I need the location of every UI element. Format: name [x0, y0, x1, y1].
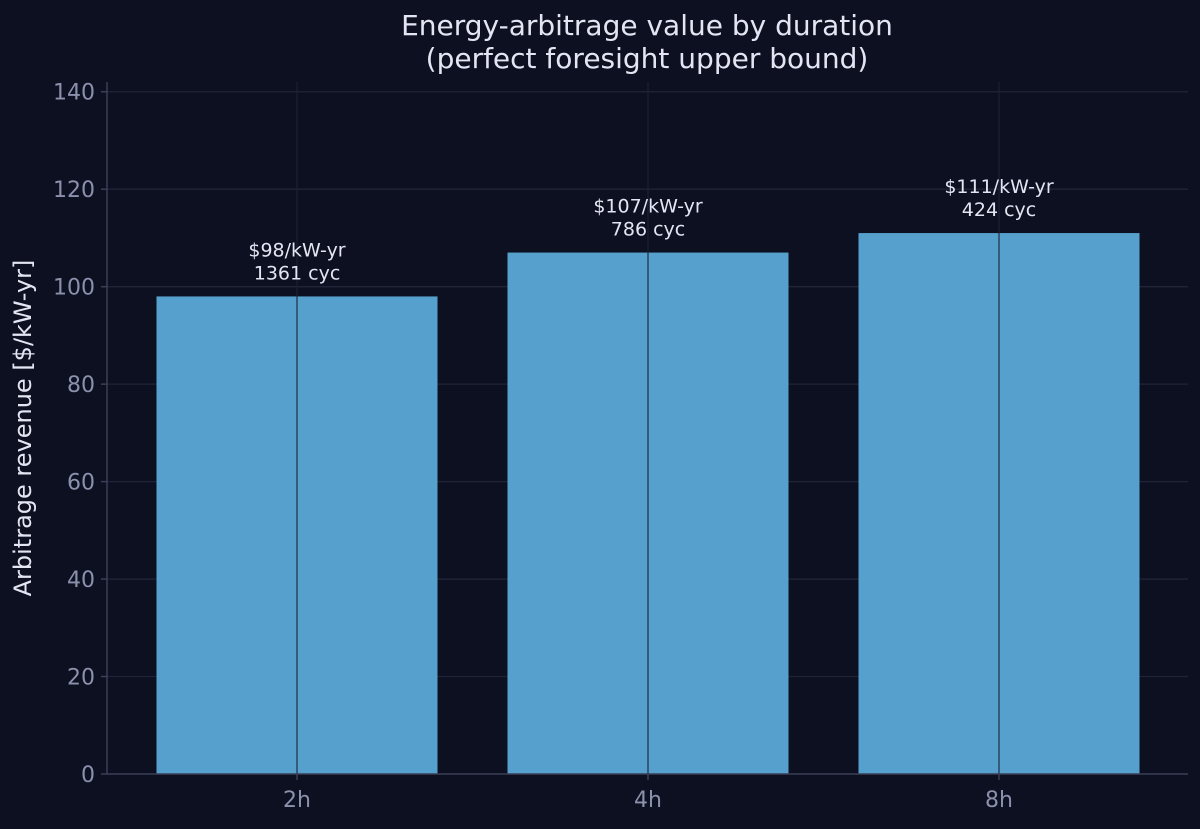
x-tick-label: 2h — [283, 788, 311, 813]
data-label-cycles: 424 cyc — [962, 199, 1036, 221]
axes-layer — [101, 82, 1188, 780]
x-tick-label: 8h — [985, 788, 1013, 813]
y-tick-label: 40 — [67, 568, 95, 593]
y-tick-label: 100 — [53, 276, 95, 301]
chart-title-line-1: Energy-arbitrage value by duration — [401, 9, 893, 42]
chart-title-line-2: (perfect foresight upper bound) — [426, 42, 869, 75]
data-label-value: $111/kW-yr — [944, 176, 1054, 198]
x-tick-label: 4h — [634, 788, 662, 813]
data-label-value: $107/kW-yr — [593, 196, 703, 218]
y-tick-label: 20 — [67, 666, 95, 691]
y-tick-label: 60 — [67, 471, 95, 496]
y-tick-label: 120 — [53, 178, 95, 203]
data-label-cycles: 1361 cyc — [254, 262, 341, 284]
y-axis-label: Arbitrage revenue [$/kW-yr] — [9, 260, 37, 597]
y-tick-label: 140 — [53, 81, 95, 106]
vertical-grid-layer — [296, 82, 1000, 774]
data-label-cycles: 786 cyc — [611, 219, 685, 241]
y-tick-label: 0 — [81, 763, 95, 788]
y-tick-label: 80 — [67, 373, 95, 398]
data-label-value: $98/kW-yr — [248, 239, 345, 261]
